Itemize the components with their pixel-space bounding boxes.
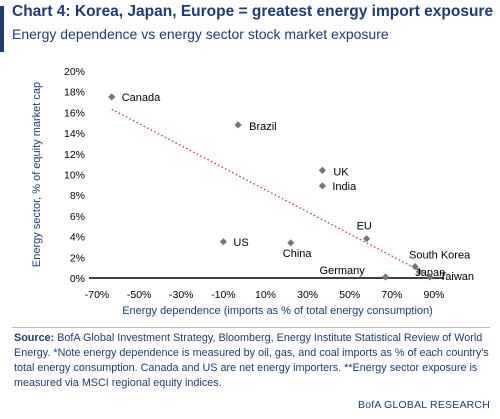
x-tick-label: 30% xyxy=(297,289,318,301)
y-tick-label: 12% xyxy=(64,149,85,161)
footnote: Source: BofA Global Investment Strategy,… xyxy=(14,331,492,391)
data-label-taiwan: Taiwan xyxy=(440,271,474,283)
data-label-canada: Canada xyxy=(122,92,161,104)
x-tick-label: -30% xyxy=(169,289,194,301)
x-tick-label: 50% xyxy=(339,289,360,301)
x-axis-title: Energy dependence (imports as % of total… xyxy=(122,305,433,317)
y-tick-label: 0% xyxy=(70,273,85,285)
data-label-brazil: Brazil xyxy=(249,121,277,133)
source-label: Source: xyxy=(14,332,55,344)
brand-label: BofA GLOBAL RESEARCH xyxy=(358,399,490,411)
x-tick-label: 90% xyxy=(423,289,444,301)
data-label-india: India xyxy=(332,181,357,193)
trendline xyxy=(111,108,431,277)
y-tick-label: 4% xyxy=(70,232,85,244)
data-point-eu xyxy=(363,235,371,243)
y-tick-label: 16% xyxy=(64,107,85,119)
data-point-south-korea xyxy=(411,263,419,271)
x-tick-label: -50% xyxy=(127,289,152,301)
title-accent-bar xyxy=(0,6,4,52)
y-tick-label: 2% xyxy=(70,252,85,264)
data-point-canada xyxy=(108,93,116,101)
y-tick-label: 18% xyxy=(64,87,85,99)
data-label-uk: UK xyxy=(333,166,349,178)
data-label-germany: Germany xyxy=(320,265,366,277)
y-tick-label: 20% xyxy=(64,66,85,78)
x-tick-label: -10% xyxy=(211,289,236,301)
y-tick-label: 8% xyxy=(70,190,85,202)
source-text: BofA Global Investment Strategy, Bloombe… xyxy=(14,332,489,389)
footnote-divider xyxy=(12,327,490,328)
data-label-japan: Japan xyxy=(415,267,445,279)
data-label-china: China xyxy=(283,248,313,260)
data-point-japan xyxy=(415,268,423,276)
x-tick-label: 70% xyxy=(381,289,402,301)
data-point-china xyxy=(287,239,295,247)
data-point-brazil xyxy=(234,121,242,129)
chart-title: Chart 4: Korea, Japan, Europe = greatest… xyxy=(12,3,494,20)
y-tick-label: 10% xyxy=(64,170,85,182)
data-label-eu: EU xyxy=(357,221,372,233)
chart-subtitle: Energy dependence vs energy sector stock… xyxy=(12,26,389,42)
x-tick-label: 10% xyxy=(255,289,276,301)
data-point-us xyxy=(219,238,227,246)
data-point-india xyxy=(318,182,326,190)
x-tick-label: -70% xyxy=(85,289,110,301)
data-point-germany xyxy=(381,273,390,281)
scatter-chart: 0% 2% 4% 6% 8% 10% 12% 14% 16% 18% 20% -70% -50% -30%… xyxy=(31,66,474,317)
data-point-taiwan xyxy=(426,273,434,281)
data-point-uk xyxy=(318,166,326,174)
data-label-us: US xyxy=(233,237,248,249)
y-tick-label: 6% xyxy=(70,211,85,223)
y-tick-label: 14% xyxy=(64,128,85,140)
data-label-south-korea: South Korea xyxy=(409,250,471,262)
y-axis-title: Energy sector, % of equity market cap xyxy=(31,82,43,267)
